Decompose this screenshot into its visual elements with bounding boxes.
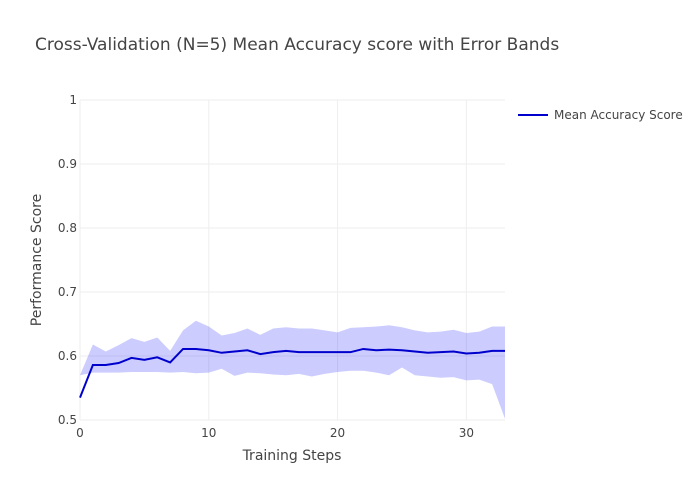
x-tick-label: 30	[459, 426, 474, 440]
data-point	[490, 349, 494, 353]
data-point	[464, 351, 468, 355]
data-point	[91, 363, 95, 367]
y-tick-label: 0.6	[58, 349, 77, 363]
data-point	[245, 348, 249, 352]
data-point	[310, 350, 314, 354]
data-point	[78, 396, 82, 400]
data-point	[130, 356, 134, 360]
x-tick-label: 20	[330, 426, 345, 440]
data-point	[104, 363, 108, 367]
data-point	[258, 352, 262, 356]
y-axis-label: Performance Score	[29, 194, 45, 326]
data-point	[348, 350, 352, 354]
data-point	[117, 361, 121, 365]
series-line-layer	[79, 347, 505, 398]
data-point	[439, 350, 443, 354]
data-point	[207, 348, 211, 352]
grid-lines	[79, 99, 505, 421]
data-point	[323, 350, 327, 354]
x-axis-label: Training Steps	[242, 448, 342, 464]
y-tick-label: 0.9	[58, 157, 77, 171]
data-point	[477, 351, 481, 355]
data-point	[220, 351, 224, 355]
data-point	[194, 347, 198, 351]
error-band-layer	[80, 320, 505, 419]
error-band	[80, 320, 505, 419]
x-tick-label: 10	[201, 426, 216, 440]
data-point	[400, 348, 404, 352]
y-tick-label: 0.5	[58, 413, 77, 427]
legend[interactable]: Mean Accuracy Score	[518, 108, 683, 122]
y-tick-label: 1	[69, 93, 77, 107]
data-point	[233, 350, 237, 354]
y-tick-label: 0.8	[58, 221, 77, 235]
data-point	[271, 350, 275, 354]
data-point	[503, 349, 507, 353]
data-point	[336, 350, 340, 354]
data-point	[451, 350, 455, 354]
data-point	[374, 348, 378, 352]
mean-accuracy-line	[79, 347, 505, 398]
y-tick-label: 0.7	[58, 285, 77, 299]
x-tick-label: 0	[76, 426, 84, 440]
chart-title: Cross-Validation (N=5) Mean Accuracy sco…	[35, 35, 559, 55]
legend-label: Mean Accuracy Score	[554, 108, 683, 122]
x-tick-labels: 0 10 20 30	[76, 426, 474, 440]
data-point	[426, 351, 430, 355]
data-point	[413, 350, 417, 354]
data-point	[142, 358, 146, 362]
y-tick-labels: 0.5 0.6 0.7 0.8 0.9 1	[58, 93, 77, 427]
data-point	[361, 347, 365, 351]
data-point	[168, 360, 172, 364]
data-point	[155, 355, 159, 359]
data-point	[181, 347, 185, 351]
data-point	[297, 350, 301, 354]
data-point	[284, 349, 288, 353]
data-point	[387, 348, 391, 352]
